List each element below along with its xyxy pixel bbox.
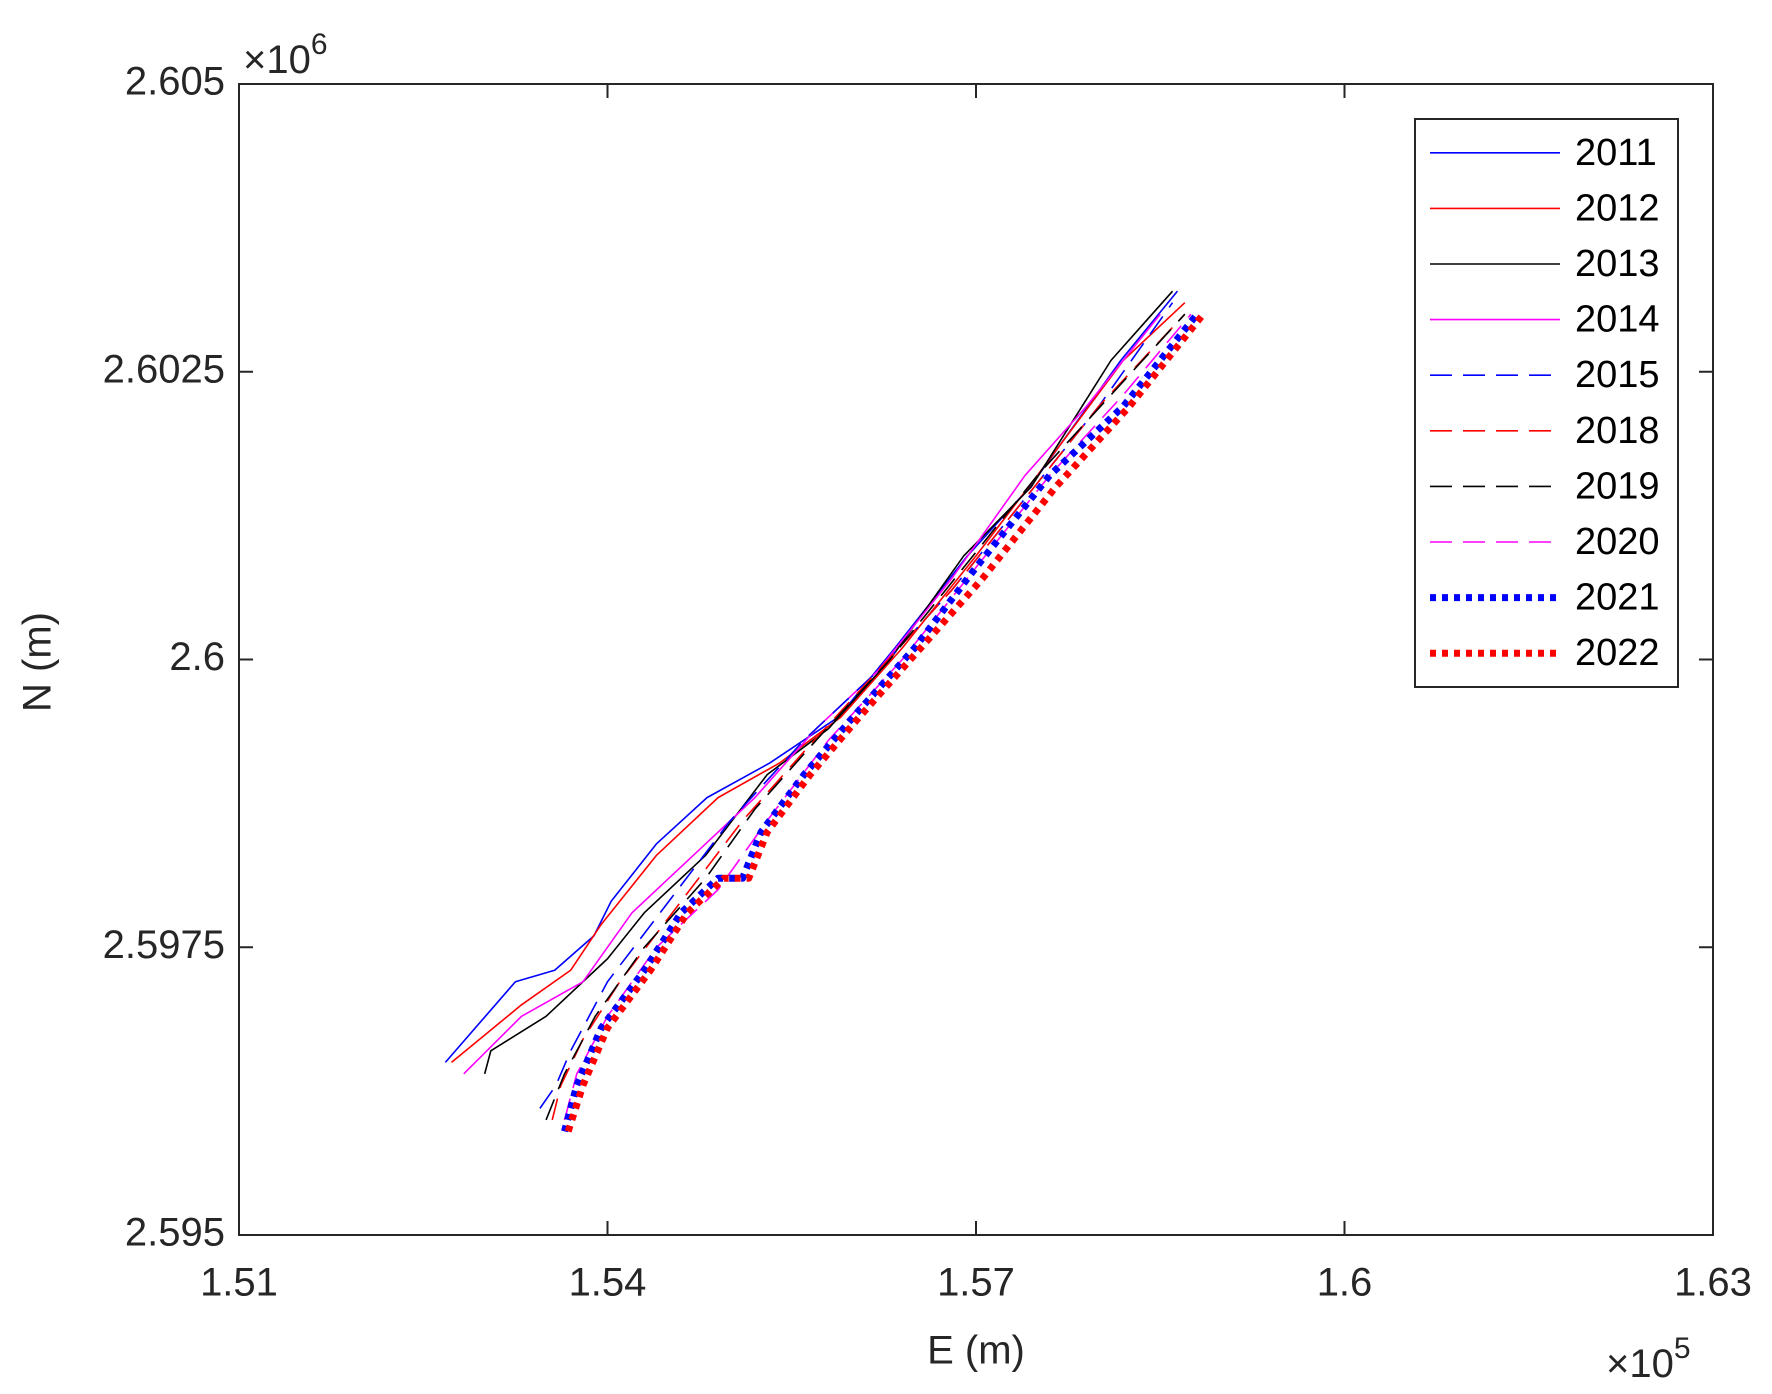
legend-label: 2011 — [1575, 132, 1657, 174]
x-tick-label: 1.63 — [1674, 1261, 1752, 1305]
x-tick-label: 1.51 — [200, 1261, 278, 1305]
y-tick-label: 2.595 — [125, 1211, 225, 1255]
series-line — [450, 302, 1186, 1063]
legend-label: 2013 — [1575, 243, 1660, 285]
y-multiplier-power: 6 — [311, 28, 328, 61]
y-multiplier-base: ×10 — [243, 38, 311, 82]
series-line — [545, 313, 1186, 1121]
legend-label: 2018 — [1575, 410, 1660, 452]
y-tick-label: 2.6025 — [103, 347, 225, 391]
series-line — [564, 312, 1206, 1133]
y-tick-label: 2.605 — [125, 60, 225, 104]
y-multiplier: ×106 — [243, 28, 328, 82]
legend-label: 2022 — [1575, 632, 1660, 674]
x-multiplier-base: ×10 — [1606, 1342, 1674, 1386]
legend-label: 2019 — [1575, 465, 1660, 507]
legend: 2011 2012 2013 2014 2015 2018 2019 2020 2021 2022 — [1414, 118, 1679, 688]
y-tick-label: 2.6 — [169, 635, 225, 679]
x-tick-label: 1.6 — [1317, 1261, 1373, 1305]
legend-label: 2020 — [1575, 521, 1660, 563]
y-axis-label: N (m) — [16, 612, 60, 712]
x-multiplier-power: 5 — [1674, 1332, 1691, 1365]
series-line — [463, 313, 1161, 1075]
x-tick-label: 1.54 — [569, 1261, 647, 1305]
series-line — [483, 290, 1174, 1075]
x-tick-label: 1.57 — [937, 1261, 1015, 1305]
y-tick-label: 2.5975 — [103, 923, 225, 967]
legend-label: 2012 — [1575, 187, 1660, 229]
legend-box — [1414, 118, 1679, 688]
legend-label: 2021 — [1575, 577, 1660, 619]
legend-label: 2014 — [1575, 299, 1660, 341]
x-multiplier: ×105 — [1606, 1332, 1691, 1386]
legend-label: 2015 — [1575, 354, 1660, 396]
series-line — [561, 312, 1200, 1133]
x-axis-label: E (m) — [927, 1329, 1025, 1373]
